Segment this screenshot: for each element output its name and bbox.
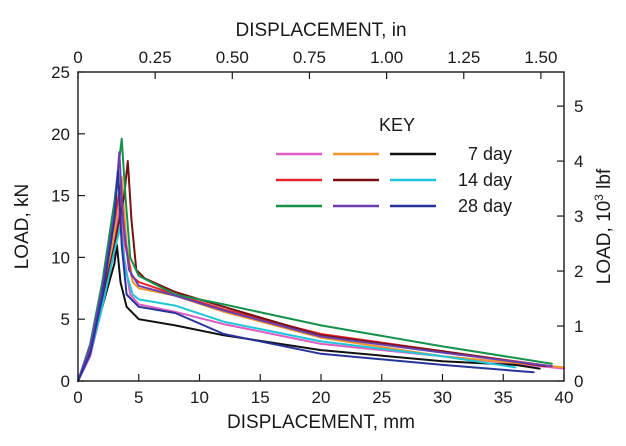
x-top-tick-label: 1.50	[524, 48, 557, 67]
x-top-tick-label: 0.75	[293, 48, 326, 67]
series-group	[77, 137, 565, 382]
x-top-tick-label: 0.50	[216, 48, 249, 67]
y-tick-label: 25	[51, 63, 70, 82]
y-right-tick-label: 1	[574, 317, 583, 336]
legend-label: 7 day	[468, 144, 512, 164]
y-axis-title-right-suffix: lbf	[594, 168, 615, 194]
y-tick-label: 10	[51, 248, 70, 267]
x-axis-title-top: DISPLACEMENT, in	[235, 20, 406, 41]
x-top-tick-label: 0.25	[139, 48, 172, 67]
x-tick-label: 35	[494, 388, 513, 407]
legend-label: 28 day	[458, 196, 512, 216]
x-tick-label: 25	[372, 388, 391, 407]
x-tick-label: 40	[555, 388, 574, 407]
y-right-tick-label: 4	[574, 152, 583, 171]
legend-label: 14 day	[458, 170, 512, 190]
y-axis-title-right: LOAD, 103 lbf	[592, 168, 615, 284]
x-tick-label: 15	[251, 388, 270, 407]
x-tick-label: 30	[433, 388, 452, 407]
legend-title: KEY	[379, 115, 415, 135]
x-tick-label: 10	[190, 388, 209, 407]
y-tick-label: 0	[61, 372, 70, 391]
y-right-tick-label: 2	[574, 262, 583, 281]
x-tick-label: 0	[73, 388, 82, 407]
y-tick-label: 15	[51, 187, 70, 206]
y-axis-title-right-sup: 3	[592, 194, 606, 201]
series-line-5	[77, 160, 547, 382]
x-top-tick-label: 1.00	[370, 48, 403, 67]
x-axis-title-bottom: DISPLACEMENT, mm	[227, 412, 415, 433]
y-right-tick-label: 3	[574, 207, 583, 226]
legend: KEY 7 day 14 day 28 day	[276, 115, 512, 216]
x-top-tick-label: 1.25	[447, 48, 480, 67]
series-line-9	[77, 169, 535, 382]
x-tick-label: 20	[312, 388, 331, 407]
x-tick-label: 5	[134, 388, 143, 407]
series-line-6	[77, 225, 517, 382]
y-axis-title-right-prefix: LOAD, 10	[594, 201, 615, 284]
y-axis-title-left: LOAD, kN	[12, 184, 33, 270]
series-line-8	[77, 151, 553, 382]
y-right-tick-label: 5	[574, 97, 583, 116]
y-tick-label: 20	[51, 125, 70, 144]
y-tick-label: 5	[61, 310, 70, 329]
y-right-tick-label: 0	[574, 372, 583, 391]
x-top-tick-label: 0	[73, 48, 82, 67]
